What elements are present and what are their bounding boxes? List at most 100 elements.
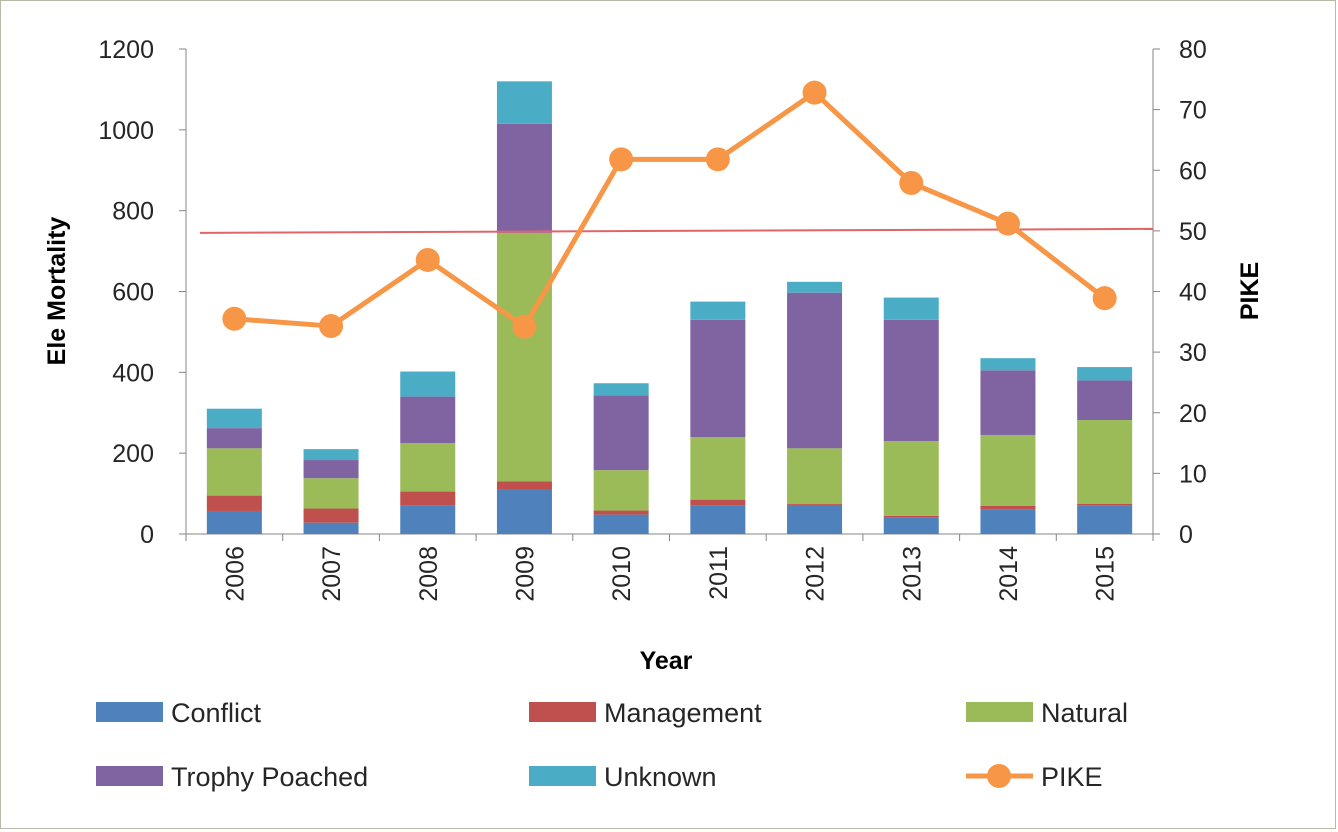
legend-swatch-unknown	[529, 766, 596, 786]
bar-segment-trophy-poached	[980, 370, 1036, 435]
y2-axis-title: PIKE	[1236, 262, 1264, 320]
tick-labels: 0 200 400 600 800 1000 1200 0 10 20 30 40 50 60 70 80 20…	[98, 36, 1206, 602]
y2-tick-label: 40	[1179, 279, 1207, 307]
x-tick-label: 2010	[608, 546, 636, 602]
bar-segment-trophy-poached	[206, 428, 262, 449]
y-tick-label: 400	[112, 359, 154, 387]
bar-segment-unknown	[303, 449, 359, 461]
bar-segment-conflict	[883, 517, 939, 534]
bar-segment-unknown	[787, 281, 843, 293]
bar-segment-natural	[593, 470, 649, 511]
bar-segment-conflict	[400, 505, 456, 534]
x-tick-label: 2013	[898, 546, 926, 602]
legend-swatch-pike-marker	[987, 764, 1011, 788]
pike-marker	[222, 306, 247, 331]
pike-line-path	[234, 90, 1107, 330]
bar-segment-unknown	[593, 383, 649, 396]
legend-label: PIKE	[1041, 762, 1103, 792]
bar-segment-management	[206, 495, 262, 511]
bar-segment-trophy-poached	[1077, 380, 1133, 421]
bar-segment-unknown	[206, 408, 262, 429]
bar-segment-natural	[496, 232, 552, 482]
x-tick-label: 2011	[705, 546, 733, 600]
y2-tick-label: 30	[1179, 339, 1207, 367]
pike-marker	[705, 147, 730, 172]
legend-swatch-natural	[966, 702, 1033, 722]
bar-segment-trophy-poached	[883, 319, 939, 442]
bar-segment-conflict	[690, 505, 746, 534]
bar-segment-management	[496, 481, 552, 490]
bar-segment-management	[690, 499, 746, 506]
x-tick-label: 2014	[995, 546, 1023, 602]
bar-segment-trophy-poached	[496, 123, 552, 233]
bar-segment-trophy-poached	[400, 396, 456, 444]
y-axis-title: Ele Mortality	[43, 217, 71, 366]
y-tick-label: 1000	[98, 117, 154, 145]
reference-line-group	[199, 227, 1154, 234]
bar-segment-conflict	[1077, 505, 1133, 534]
y-tick-label: 600	[112, 279, 154, 307]
legend-label: Conflict	[171, 698, 262, 728]
y-tick-label: 800	[112, 198, 154, 226]
pike-marker	[319, 314, 344, 339]
bar-segment-management	[1077, 503, 1133, 506]
bar-segment-management	[980, 505, 1036, 510]
bar-segment-natural	[1077, 420, 1133, 504]
bar-segment-trophy-poached	[593, 395, 649, 471]
bar-segment-conflict	[980, 509, 1036, 534]
bar-segment-natural	[883, 441, 939, 516]
reference-line	[199, 227, 1154, 234]
pike-marker	[415, 247, 440, 272]
bar-segment-management	[303, 508, 359, 523]
y2-tick-label: 20	[1179, 400, 1207, 428]
legend-label: Unknown	[604, 762, 717, 792]
bar-segment-conflict	[787, 504, 843, 534]
bar-segment-natural	[303, 478, 359, 509]
bar-series	[206, 81, 1133, 534]
x-tick-label: 2015	[1092, 546, 1120, 602]
bar-segment-trophy-poached	[690, 319, 746, 437]
y-tick-label: 1200	[98, 36, 154, 64]
bar-segment-conflict	[303, 522, 359, 534]
bar-segment-conflict	[593, 514, 649, 534]
pike-marker	[802, 80, 827, 105]
y2-tick-label: 70	[1179, 97, 1207, 125]
bar-segment-natural	[206, 448, 262, 496]
x-tick-label: 2007	[318, 546, 346, 602]
pike-marker	[995, 211, 1020, 236]
pike-marker	[609, 147, 634, 172]
legend-swatch-management	[529, 702, 596, 722]
y2-tick-label: 50	[1179, 218, 1207, 246]
x-tick-label: 2009	[511, 546, 539, 602]
y2-tick-label: 60	[1179, 157, 1207, 185]
bar-segment-management	[593, 510, 649, 515]
bar-segment-natural	[400, 443, 456, 492]
pike-line-series	[222, 80, 1117, 339]
bar-segment-trophy-poached	[787, 292, 843, 449]
bar-segment-unknown	[1077, 367, 1133, 381]
x-tick-label: 2008	[415, 546, 443, 602]
bar-segment-management	[787, 503, 843, 505]
bar-segment-natural	[980, 434, 1036, 506]
bar-segment-natural	[787, 448, 843, 504]
bar-segment-management	[883, 515, 939, 518]
bar-segment-unknown	[980, 358, 1036, 371]
y-tick-label: 0	[140, 521, 154, 549]
x-tick-label: 2006	[221, 546, 249, 602]
legend-label: Management	[604, 698, 762, 728]
legend-swatch-conflict	[96, 702, 163, 722]
y2-tick-label: 80	[1179, 36, 1207, 64]
x-axis-title: Year	[640, 647, 693, 675]
pike-marker	[1092, 286, 1117, 311]
legend-label: Natural	[1041, 698, 1128, 728]
bar-segment-conflict	[206, 510, 262, 534]
bar-segment-unknown	[690, 301, 746, 320]
bar-segment-trophy-poached	[303, 460, 359, 479]
pike-marker	[512, 314, 537, 339]
x-tick-label: 2012	[802, 546, 830, 602]
legend: Conflict Management Natural Trophy Poached U…	[96, 698, 1128, 792]
bar-segment-natural	[690, 437, 746, 500]
bar-segment-management	[400, 491, 456, 506]
